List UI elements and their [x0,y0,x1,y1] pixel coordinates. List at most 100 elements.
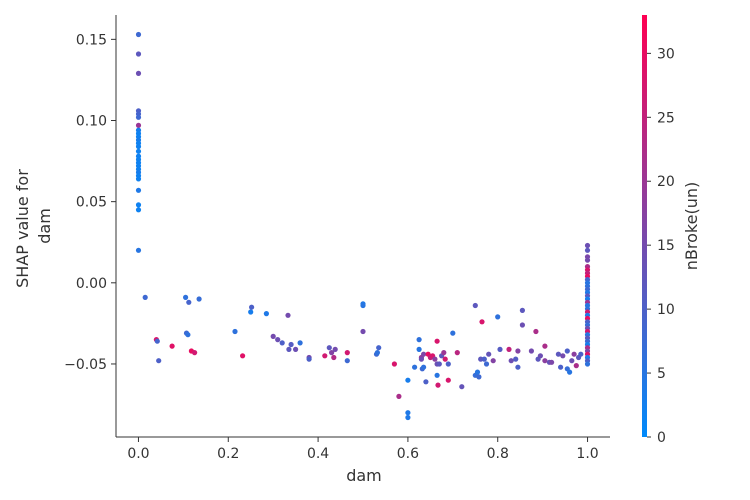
scatter-point-132 [573,363,579,369]
colorbar: 0 5 10 15 20 25 30 nBroke(un) [642,15,701,446]
scatter-point-75 [418,356,424,362]
scatter-point-44 [275,337,281,343]
scatter-point-23 [135,202,142,208]
scatter-point-72 [416,337,422,343]
scatter-point-109 [506,346,512,352]
scatter-point-103 [481,356,487,362]
colorbar-gradient [642,15,647,437]
scatter-point-66 [391,361,397,367]
scatter-point-6 [135,122,142,128]
x-tick-label: 0.4 [307,446,329,462]
scatter-point-120 [542,343,548,349]
scatter-point-41 [249,304,255,310]
scatter-point-88 [436,361,442,367]
scatter-point-30 [169,343,175,349]
scatter-point-111 [513,356,519,362]
scatter-point-5 [135,114,142,120]
x-axis-label: dam [346,466,382,485]
scatter-point-129 [567,369,573,375]
colorbar-tick-label: 15 [657,238,675,254]
scatter-point-136 [584,247,591,253]
colorbar-tick-label: 5 [657,366,666,382]
scatter-point-77 [421,351,427,357]
scatter-point-49 [293,346,299,352]
scatter-point-83 [432,356,438,362]
scatter-point-21 [135,176,142,182]
scatter-point-114 [519,307,526,313]
scatter-point-90 [441,350,447,356]
scatter-point-138 [584,257,591,263]
scatter-point-34 [186,299,192,305]
scatter-point-46 [285,312,291,318]
scatter-point-39 [240,353,246,359]
scatter-point-24 [135,207,142,213]
scatter-point-105 [486,351,492,357]
scatter-point-1 [135,51,142,57]
y-axis-ticks: 0.15 0.10 0.05 0.00 −0.05 [64,32,116,373]
scatter-point-126 [560,353,566,359]
scatter-point-169 [584,361,591,367]
scatter-point-121 [542,358,548,364]
scatter-point-50 [297,340,303,346]
scatter-point-43 [270,333,276,339]
x-tick-label: 0.2 [217,446,239,462]
scatter-point-31 [183,294,189,300]
scatter-point-107 [495,314,501,320]
plot-area: 0.0 0.2 0.4 0.6 0.8 1.0 0.15 0.10 0.05 0.00 −0.05 [64,15,610,462]
scatter-point-47 [286,346,292,352]
scatter-points [135,31,591,421]
scatter-point-86 [434,338,440,344]
scatter-point-45 [279,340,285,346]
scatter-point-112 [515,348,521,354]
scatter-point-87 [435,382,441,388]
scatter-point-101 [478,356,484,362]
y-tick-label: 0.10 [76,114,107,130]
scatter-point-40 [248,309,254,315]
scatter-point-69 [405,410,411,416]
x-tick-label: 0.0 [127,446,149,462]
scatter-point-73 [416,346,422,352]
scatter-point-78 [421,364,427,370]
scatter-point-25 [135,247,142,253]
y-axis-label-line-2: dam [35,208,54,244]
scatter-point-64 [374,350,380,356]
scatter-point-13 [135,148,142,154]
y-tick-label: 0.15 [76,32,107,48]
scatter-point-135 [584,242,591,249]
scatter-point-57 [332,346,338,352]
scatter-point-134 [578,351,584,357]
scatter-point-95 [454,350,460,356]
scatter-point-38 [232,328,238,335]
scatter-point-96 [459,384,465,390]
y-tick-label: 0.05 [76,195,107,211]
scatter-point-124 [555,351,562,357]
scatter-point-117 [533,328,539,335]
scatter-point-62 [360,328,366,335]
scatter-point-116 [528,348,535,354]
scatter-point-33 [185,332,191,338]
scatter-point-12 [135,143,142,150]
colorbar-ticks: 0 5 10 15 20 25 30 [647,46,675,446]
y-axis-label: SHAP value for dam [13,164,54,288]
scatter-point-2 [135,70,142,76]
scatter-point-65 [376,345,382,351]
colorbar-tick-label: 0 [657,430,666,446]
y-axis-label-line-1: SHAP value for [13,169,32,288]
scatter-point-113 [515,364,521,370]
scatter-point-106 [490,358,496,364]
scatter-point-92 [445,377,451,383]
scatter-point-79 [423,379,429,385]
scatter-point-55 [329,350,335,356]
scatter-point-61 [360,302,366,309]
colorbar-tick-label: 30 [657,46,675,62]
scatter-point-37 [196,296,202,302]
scatter-point-110 [508,358,514,364]
scatter-point-119 [537,353,544,359]
scatter-point-125 [558,364,564,370]
scatter-point-58 [344,358,350,364]
colorbar-tick-label: 20 [657,174,675,190]
scatter-point-53 [322,353,328,359]
scatter-point-68 [405,377,411,383]
colorbar-label: nBroke(un) [682,182,701,270]
